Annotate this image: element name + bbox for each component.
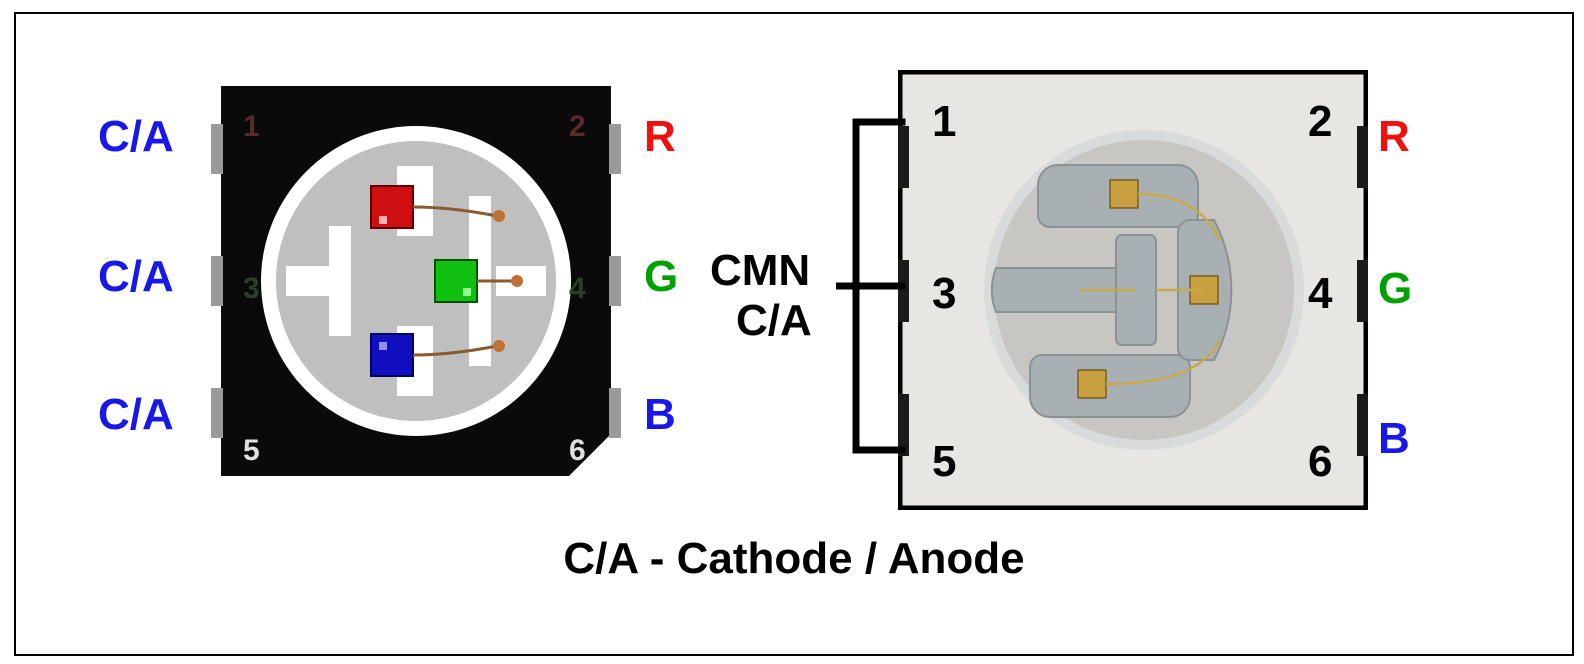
caption: C/A - Cathode / Anode [16,534,1572,584]
canvas: 1 2 3 4 5 6 C/A C/A C/A R G B [0,0,1584,664]
right-pin2-label-R: R [1378,112,1410,162]
cmn-bracket [836,106,906,466]
svg-text:3: 3 [243,272,260,305]
left-led-package-diagram: 1 2 3 4 5 6 [211,76,621,486]
svg-text:1: 1 [932,97,956,146]
right-pin6-label-B: B [1378,414,1410,464]
svg-text:2: 2 [569,110,586,143]
cmn-label-line2: C/A [736,296,812,346]
led-die-red [371,186,413,228]
left-pin3-label: C/A [98,252,174,302]
led-die-blue [371,334,413,376]
left-pin5-label: C/A [98,390,174,440]
svg-text:2: 2 [1308,97,1332,146]
svg-text:1: 1 [243,110,260,143]
left-pin2-label-R: R [644,112,676,162]
cmn-label-line1: CMN [710,246,810,296]
svg-text:4: 4 [1308,269,1333,318]
svg-text:3: 3 [932,269,956,318]
right-led-package-photo: 1 2 3 4 5 6 [898,70,1368,510]
diagram-frame: 1 2 3 4 5 6 C/A C/A C/A R G B [14,12,1574,656]
left-pin1-label: C/A [98,112,174,162]
right-pin4-label-G: G [1378,264,1412,314]
svg-text:4: 4 [569,272,586,305]
svg-text:6: 6 [1308,437,1332,486]
svg-text:6: 6 [569,434,586,467]
svg-text:5: 5 [932,437,956,486]
left-pin6-label-B: B [644,390,676,440]
svg-text:5: 5 [243,434,260,467]
left-pin4-label-G: G [644,252,678,302]
